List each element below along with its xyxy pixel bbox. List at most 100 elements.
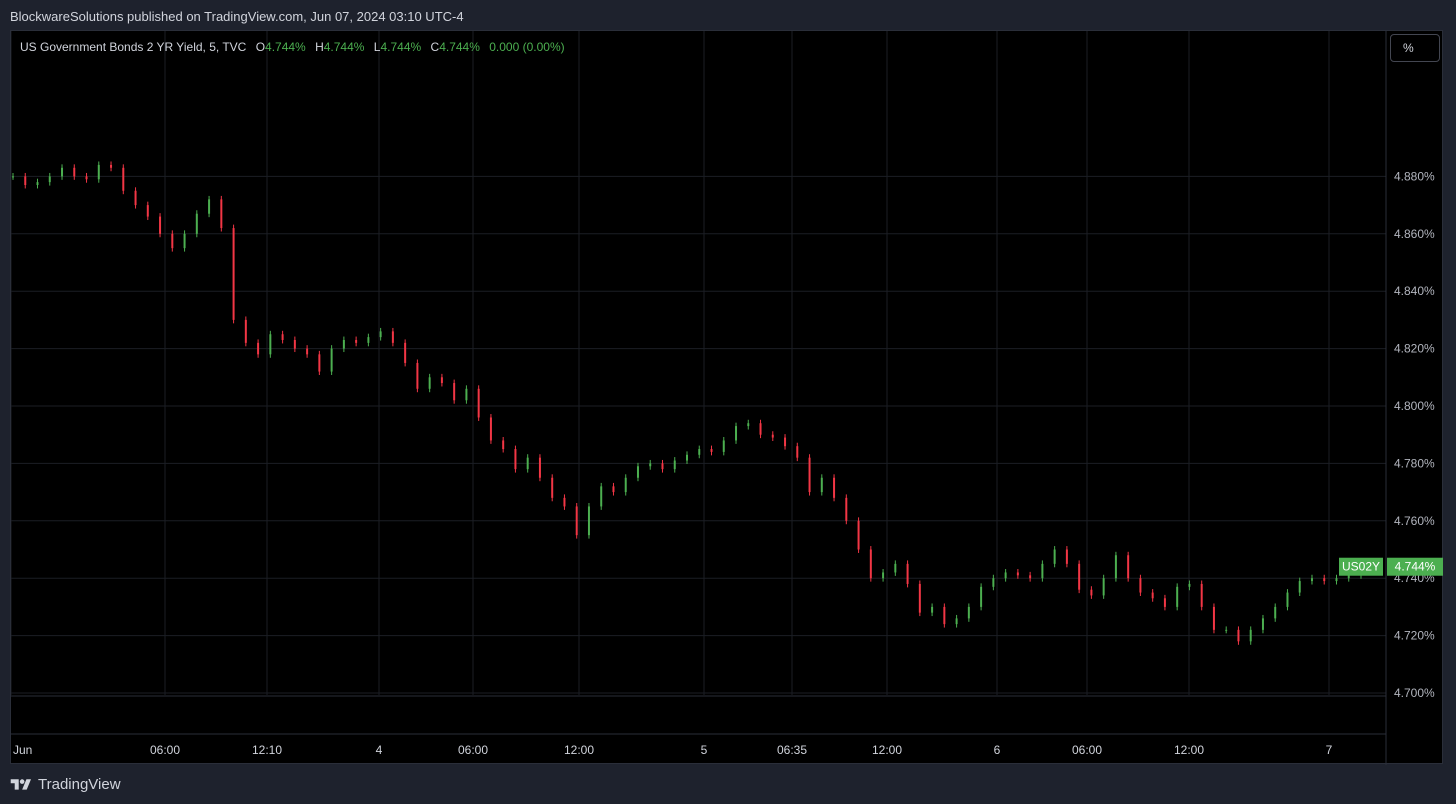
candle-body <box>833 477 836 498</box>
candle-body <box>722 440 725 452</box>
x-tick-label: 06:00 <box>458 743 488 757</box>
candle-body <box>1225 629 1228 631</box>
y-tick-label: 4.700% <box>1394 686 1435 700</box>
candle-body <box>563 497 566 507</box>
candle-body <box>330 348 333 372</box>
chart-area[interactable]: 4.880% 4.860% 4.840% 4.820% 4.800% 4.780% 4.76… <box>10 30 1444 765</box>
y-tick-label: 4.820% <box>1394 342 1435 356</box>
candle-body <box>183 233 186 249</box>
candle-body <box>686 454 688 461</box>
candle-body <box>967 606 970 619</box>
tradingview-logo-icon <box>10 778 31 790</box>
legend-high: 4.744% <box>323 40 365 54</box>
candle-body <box>61 167 64 177</box>
candle-body <box>661 463 664 470</box>
candle-body <box>244 319 247 343</box>
x-tick-label: 12:00 <box>564 743 594 757</box>
price-tag-ticker: US02Y <box>1342 560 1380 574</box>
chart-svg[interactable]: 4.880% 4.860% 4.840% 4.820% 4.800% 4.780% 4.76… <box>11 31 1444 765</box>
candle-body <box>575 506 578 536</box>
legend-high-label: H <box>315 40 324 54</box>
price-tag-value-box <box>1387 557 1443 576</box>
candle-body <box>171 233 174 249</box>
candle-body <box>1078 563 1081 590</box>
candle-body <box>857 520 860 550</box>
candle-body <box>845 497 848 521</box>
y-tick-label: 4.800% <box>1394 399 1435 413</box>
candle-body <box>122 167 125 191</box>
candle-body <box>428 377 431 389</box>
candle-body <box>97 164 100 180</box>
candle-body <box>379 331 382 338</box>
percent-scale-button[interactable]: % <box>1390 34 1440 62</box>
candle-body <box>404 342 407 363</box>
candle-body <box>600 486 603 507</box>
candle-body <box>710 449 713 452</box>
price-tag-ticker-box <box>1339 557 1383 576</box>
candle-body <box>931 606 934 613</box>
candle-body <box>416 362 419 389</box>
candle-body <box>159 216 162 234</box>
tradingview-brand[interactable]: TradingView <box>10 776 121 793</box>
candle-body <box>1016 572 1019 576</box>
candle-body <box>820 477 823 493</box>
candle-body <box>195 213 198 234</box>
candle-body <box>1200 583 1203 607</box>
candle-body <box>1286 592 1289 607</box>
publisher-header: BlockwareSolutions published on TradingV… <box>10 9 464 24</box>
candle-body <box>453 383 456 401</box>
legend-change: 0.000 (0.00%) <box>489 40 565 54</box>
candle-body <box>1335 578 1338 582</box>
x-tick-label: 12:10 <box>252 743 282 757</box>
candle-body <box>673 460 676 470</box>
candle-body <box>355 339 358 343</box>
candle-body <box>649 463 652 467</box>
candle-body <box>489 417 492 441</box>
y-tick-label: 4.780% <box>1394 456 1435 470</box>
candle-body <box>1004 572 1007 579</box>
y-tick-label: 4.720% <box>1394 629 1435 643</box>
legend-close-label: C <box>430 40 440 54</box>
legend-low: 4.744% <box>380 40 422 54</box>
candle-body <box>1274 606 1277 619</box>
candle-body <box>943 606 946 625</box>
legend-open-label: O <box>255 40 266 54</box>
candle-body <box>1151 592 1154 599</box>
candle-body <box>796 446 799 458</box>
y-tick-label: 4.880% <box>1394 169 1435 183</box>
chart-legend: US Government Bonds 2 YR Yield, 5, TVC O… <box>20 40 565 54</box>
candle-body <box>759 423 762 435</box>
legend-symbol: US Government Bonds 2 YR Yield, 5, TVC <box>20 40 247 54</box>
x-tick-label: 06:00 <box>150 743 180 757</box>
tradingview-brand-label: TradingView <box>38 776 121 793</box>
candle-body <box>342 339 345 349</box>
candle-body <box>367 337 370 343</box>
candle-body <box>747 423 750 427</box>
candle-body <box>1261 618 1264 630</box>
candle-body <box>882 572 885 579</box>
candle-body <box>477 388 480 418</box>
candle-body <box>1163 598 1166 607</box>
x-tick-label: 4 <box>376 743 383 757</box>
x-tick-label: 06:35 <box>777 743 807 757</box>
candle-body <box>1237 629 1240 642</box>
candle-body <box>24 176 27 186</box>
candle-body <box>735 426 738 441</box>
candle-body <box>698 449 701 455</box>
candle-body <box>269 334 272 355</box>
candle-body <box>1310 578 1313 582</box>
x-tick-label: 12:00 <box>1174 743 1204 757</box>
candle-body <box>110 164 113 168</box>
candle-body <box>636 466 639 478</box>
candle-body <box>232 228 235 320</box>
x-tick-label: 7 <box>1326 743 1333 757</box>
candle-body <box>808 457 811 493</box>
candle-body <box>918 583 921 613</box>
x-tick-label: 06:00 <box>1072 743 1102 757</box>
candle-body <box>1212 606 1215 630</box>
candle-body <box>612 486 615 493</box>
candle-body <box>73 167 76 177</box>
y-tick-label: 4.860% <box>1394 227 1435 241</box>
y-tick-label: 4.840% <box>1394 284 1435 298</box>
candle-body <box>208 199 211 214</box>
